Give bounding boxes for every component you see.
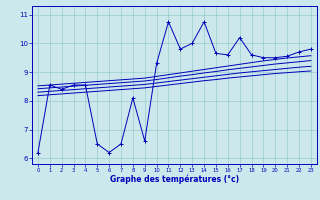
X-axis label: Graphe des températures (°c): Graphe des températures (°c) (110, 175, 239, 184)
